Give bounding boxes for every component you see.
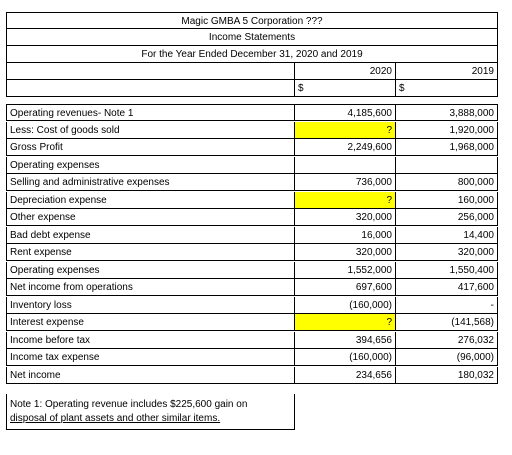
year-header-blank [6, 63, 295, 80]
value-2019: 14,400 [396, 226, 498, 244]
value-2020: 394,656 [295, 331, 396, 349]
value-2019: - [396, 296, 498, 314]
value-2019: 276,032 [396, 331, 498, 349]
value-2019: 417,600 [396, 279, 498, 296]
company-title: Magic GMBA 5 Corporation ??? [6, 12, 498, 29]
row-label: Net income from operations [6, 279, 295, 296]
table-row: Bad debt expense 16,000 14,400 [6, 226, 498, 244]
note-line-1: Note 1: Operating revenue includes $225,… [10, 399, 248, 410]
table-row: Selling and administrative expenses 736,0… [6, 174, 498, 191]
note-line-2: disposal of plant assets and other simil… [10, 413, 221, 424]
value-2020 [295, 156, 396, 174]
row-label: Rent expense [6, 244, 295, 261]
table-row: Inventory loss (160,000) - [6, 296, 498, 314]
currency-2019: $ [396, 80, 498, 97]
statement-title: Income Statements [6, 29, 498, 46]
value-2019: 320,000 [396, 244, 498, 261]
value-2019: 256,000 [396, 209, 498, 226]
value-2020: 320,000 [295, 244, 396, 261]
table-row: Other expense 320,000 256,000 [6, 209, 498, 226]
year-header-row: 2020 2019 [6, 63, 498, 80]
table-row: Income tax expense (160,000) (96,000) [6, 349, 498, 366]
table-row: Income before tax 394,656 276,032 [6, 331, 498, 349]
statement-row: Income Statements [6, 29, 498, 46]
table-row: Net income 234,656 180,032 [6, 366, 498, 384]
year-2020-header: 2020 [295, 63, 396, 80]
table-row: Operating expenses 1,552,000 1,550,400 [6, 261, 498, 279]
row-label: Other expense [6, 209, 295, 226]
row-label: Less: Cost of goods sold [6, 121, 295, 139]
row-label: Gross Profit [6, 139, 295, 156]
row-label: Depreciation expense [6, 191, 295, 209]
table-row: Net income from operations 697,600 417,600 [6, 279, 498, 296]
title-row: Magic GMBA 5 Corporation ??? [6, 12, 498, 29]
value-2019: (96,000) [396, 349, 498, 366]
value-2020: 736,000 [295, 174, 396, 191]
value-2020: 2,249,600 [295, 139, 396, 156]
table-row: Gross Profit 2,249,600 1,968,000 [6, 139, 498, 156]
currency-2020: $ [295, 80, 396, 97]
value-2019: 800,000 [396, 174, 498, 191]
value-2020: (160,000) [295, 296, 396, 314]
currency-blank [6, 80, 295, 97]
value-2020: 4,185,600 [295, 104, 396, 121]
value-2020: 16,000 [295, 226, 396, 244]
row-label: Inventory loss [6, 296, 295, 314]
row-label: Selling and administrative expenses [6, 174, 295, 191]
value-2019: 1,920,000 [396, 121, 498, 139]
note-box: Note 1: Operating revenue includes $225,… [6, 394, 295, 430]
value-2020: ? [295, 191, 396, 209]
row-label: Net income [6, 366, 295, 384]
row-label: Operating revenues- Note 1 [6, 104, 295, 121]
row-label: Income before tax [6, 331, 295, 349]
value-2020: 320,000 [295, 209, 396, 226]
value-2019: 180,032 [396, 366, 498, 384]
value-2020: ? [295, 314, 396, 331]
value-2019: 3,888,000 [396, 104, 498, 121]
value-2020: 697,600 [295, 279, 396, 296]
table-row: Less: Cost of goods sold? 1,920,000 [6, 121, 498, 139]
row-label: Interest expense [6, 314, 295, 331]
table-row: Depreciation expense? 160,000 [6, 191, 498, 209]
value-2020: 234,656 [295, 366, 396, 384]
table-row: Interest expense? (141,568) [6, 314, 498, 331]
value-2019: 160,000 [396, 191, 498, 209]
value-2020: (160,000) [295, 349, 396, 366]
value-2020: 1,552,000 [295, 261, 396, 279]
value-2019: (141,568) [396, 314, 498, 331]
row-label: Operating expenses [6, 156, 295, 174]
period-row: For the Year Ended December 31, 2020 and… [6, 46, 498, 63]
row-label: Bad debt expense [6, 226, 295, 244]
value-2019: 1,550,400 [396, 261, 498, 279]
row-label: Operating expenses [6, 261, 295, 279]
currency-row: $ $ [6, 80, 498, 97]
year-2019-header: 2019 [396, 63, 498, 80]
value-2019 [396, 156, 498, 174]
row-label: Income tax expense [6, 349, 295, 366]
table-row: Operating expenses [6, 156, 498, 174]
table-row: Operating revenues- Note 1 4,185,600 3,888… [6, 104, 498, 121]
value-2019: 1,968,000 [396, 139, 498, 156]
value-2020: ? [295, 121, 396, 139]
period-title: For the Year Ended December 31, 2020 and… [6, 46, 498, 63]
table-row: Rent expense 320,000 320,000 [6, 244, 498, 261]
